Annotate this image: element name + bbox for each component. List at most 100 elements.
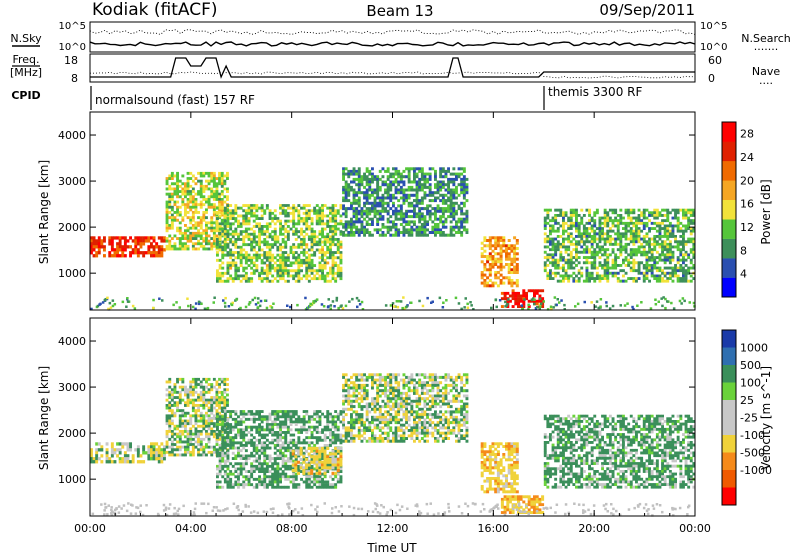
heatmap-cell [519,294,523,298]
heatmap-cell [221,485,225,489]
heatmap-cell [365,169,369,173]
heatmap-cell [281,444,285,447]
heatmap-cell [355,193,359,197]
heatmap-cell [202,393,206,397]
heatmap-cell [279,211,282,215]
heatmap-cell [491,236,495,240]
heatmap-cell [197,231,200,235]
heatmap-cell [554,221,558,225]
heatmap-cell [300,240,303,244]
heatmap-cell [255,243,259,247]
heatmap-cell [405,167,408,171]
heatmap-cell [622,274,625,278]
heatmap-cell [323,264,327,267]
heatmap-cell [220,171,224,175]
heatmap-cell [608,227,612,230]
heatmap-cell [256,306,260,309]
heatmap-cell [462,193,466,197]
heatmap-cell [258,431,261,434]
heatmap-cell [321,251,324,254]
heatmap-cell [637,237,641,241]
heatmap-cell [661,219,664,223]
heatmap-cell [279,449,282,453]
heatmap-cell [507,268,511,272]
heatmap-cell [384,169,387,173]
heatmap-cell [352,209,356,213]
beam-title: Beam 13 [366,2,433,20]
heatmap-cell [619,221,623,225]
heatmap-cell [220,184,224,188]
heatmap-cell [491,263,495,266]
heatmap-cell [423,220,427,224]
heatmap-cell [263,271,267,275]
heatmap-cell [134,248,138,252]
heatmap-cell [488,271,492,274]
heatmap-cell [202,404,206,407]
heatmap-cell [307,258,311,262]
heatmap-cell [252,446,256,450]
heatmap-cell [614,274,618,278]
heatmap-cell [663,229,667,233]
heatmap-cell [582,240,586,244]
heatmap-cell [216,480,219,484]
heatmap-cell [216,206,219,210]
heatmap-cell [197,377,200,381]
noise-y-top-tick-right: 10^5 [700,21,727,32]
heatmap-cell [229,253,233,257]
heatmap-cell [191,224,195,227]
heatmap-cell [229,477,233,481]
heatmap-cell [595,208,599,212]
heatmap-cell [334,256,338,260]
heatmap-cell [226,433,230,437]
heatmap-cell [556,235,560,238]
heatmap-cell [682,235,685,238]
heatmap-cell [585,229,589,233]
heatmap-cell [300,230,303,234]
heatmap-cell [168,430,172,433]
heatmap-cell [170,393,174,397]
heatmap-cell [294,441,298,445]
heatmap-cell [197,440,200,444]
heatmap-cell [178,396,182,399]
heatmap-cell [263,477,267,481]
heatmap-cell [601,248,604,252]
heatmap-cell [645,235,649,238]
heatmap-cell [405,175,408,179]
heatmap-cell [648,279,651,283]
heatmap-cell [223,200,227,204]
heatmap-cell [423,233,427,237]
heatmap-cell [157,245,161,249]
heatmap-cell [344,167,348,171]
heatmap-cell [365,228,369,232]
heatmap-cell [679,253,683,257]
heatmap-cell [286,225,290,228]
heatmap-cell [635,229,638,233]
heatmap-cell [218,464,222,468]
heatmap-cell [368,223,372,226]
heatmap-cell [648,214,651,217]
heatmap-cell [223,470,227,473]
heatmap-cell [460,167,464,171]
heatmap-cell [321,232,324,236]
heatmap-cell [184,234,187,238]
heatmap-cell [289,454,293,458]
heatmap-cell [289,449,293,453]
heatmap-cell [202,401,206,405]
heatmap-cell [629,219,633,223]
heatmap-cell [265,240,269,244]
heatmap-cell [572,271,576,275]
heatmap-cell [168,247,172,251]
heatmap-cell [622,261,625,265]
heatmap-cell [631,305,634,309]
heatmap-cell [218,385,221,389]
heatmap-cell [191,211,195,214]
heatmap-cell [449,220,453,224]
heatmap-cell [189,190,193,193]
heatmap-cell [513,257,517,261]
heatmap-cell [191,443,195,446]
heatmap-cell [216,227,219,231]
heatmap-cell [635,221,638,225]
heatmap-cell [136,448,140,452]
heatmap-cell [221,454,225,458]
heatmap-cell [402,296,405,299]
